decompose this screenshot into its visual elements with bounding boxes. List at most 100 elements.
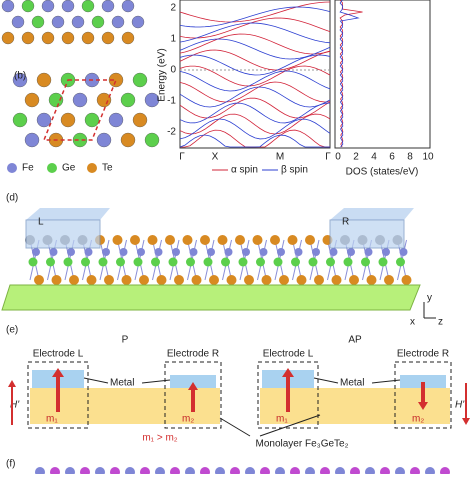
legend-dot (87, 163, 97, 173)
electrode-box (257, 361, 319, 429)
atom (335, 467, 345, 477)
atom (314, 275, 324, 285)
atom (256, 257, 265, 267)
atom (11, 15, 25, 29)
atom (396, 257, 405, 267)
atom (81, 31, 95, 45)
atom (65, 467, 75, 477)
atom (156, 275, 167, 285)
band (179, 86, 331, 108)
lead-r (330, 208, 414, 220)
atom (215, 467, 225, 477)
atom (425, 467, 435, 477)
band (179, 54, 331, 76)
atom (410, 467, 420, 477)
monolayer-label: Monolayer Fe₃GeTe₂ (256, 439, 349, 450)
atom (32, 248, 40, 256)
atom (24, 132, 40, 148)
atom (80, 467, 90, 477)
panel-label: (d) (6, 193, 18, 204)
atom (290, 467, 300, 477)
band (179, 118, 331, 140)
atom (104, 275, 114, 285)
atom (46, 257, 55, 267)
panel-label: (e) (6, 325, 18, 336)
atom (185, 467, 195, 477)
atom (366, 275, 377, 285)
atom (101, 31, 115, 45)
band (179, 65, 331, 87)
atom (144, 132, 160, 148)
atom (131, 15, 145, 29)
atom (305, 235, 315, 245)
atom (36, 72, 52, 88)
atom (172, 248, 180, 256)
atom (382, 248, 390, 256)
atom (259, 248, 268, 256)
atom (155, 467, 165, 477)
band (179, 17, 331, 39)
atom (191, 275, 202, 285)
atom (200, 235, 210, 245)
panel-label: (f) (6, 459, 15, 470)
metal-label: Metal (110, 378, 134, 389)
atom (170, 467, 180, 477)
axis-label: y (427, 293, 432, 304)
atom (51, 275, 62, 285)
tick: M (276, 152, 284, 163)
pointer (371, 379, 401, 384)
tick: Γ (179, 152, 185, 163)
atom (96, 92, 112, 108)
atom (12, 72, 28, 88)
atom (245, 467, 255, 477)
field-arrow (8, 380, 16, 387)
atom (165, 235, 175, 245)
atom (84, 248, 93, 256)
band (179, 49, 331, 71)
atom (277, 248, 285, 256)
atom (147, 235, 158, 245)
atom (1, 31, 15, 45)
atom (41, 0, 55, 13)
lead-r (329, 219, 405, 249)
atom (67, 248, 75, 256)
atom (63, 257, 73, 267)
monolayer (30, 388, 220, 424)
atom (84, 112, 100, 128)
tick: -2 (167, 127, 176, 138)
metal-label: Metal (340, 378, 364, 389)
atom (224, 248, 233, 256)
atom (130, 235, 140, 245)
relation: m₁ > m₂ (142, 433, 177, 444)
m1: m₁ (46, 414, 58, 425)
atom (384, 275, 394, 285)
atom (101, 0, 115, 13)
atom (440, 467, 450, 477)
electrode-label: Electrode R (397, 349, 449, 360)
atom (291, 257, 300, 267)
band (179, 1, 331, 23)
atom (21, 0, 35, 13)
atom (110, 467, 120, 477)
metal (170, 375, 216, 388)
field-label: H' (10, 400, 20, 411)
atom (31, 15, 45, 29)
atom (34, 275, 44, 285)
atom (49, 248, 58, 256)
atom (305, 467, 315, 477)
electrode-label: Electrode L (33, 349, 84, 360)
atom (41, 31, 55, 45)
atom (343, 257, 353, 267)
atom (226, 275, 237, 285)
tick: 0 (335, 152, 341, 163)
atom (81, 257, 90, 267)
pointer (219, 417, 251, 437)
atom (108, 112, 124, 128)
axis-label: x (410, 317, 415, 328)
metal (400, 375, 446, 388)
atom (60, 112, 76, 128)
atom (401, 275, 412, 285)
band-frame (179, 0, 331, 149)
atom (294, 248, 303, 256)
tick: Γ (325, 152, 331, 163)
